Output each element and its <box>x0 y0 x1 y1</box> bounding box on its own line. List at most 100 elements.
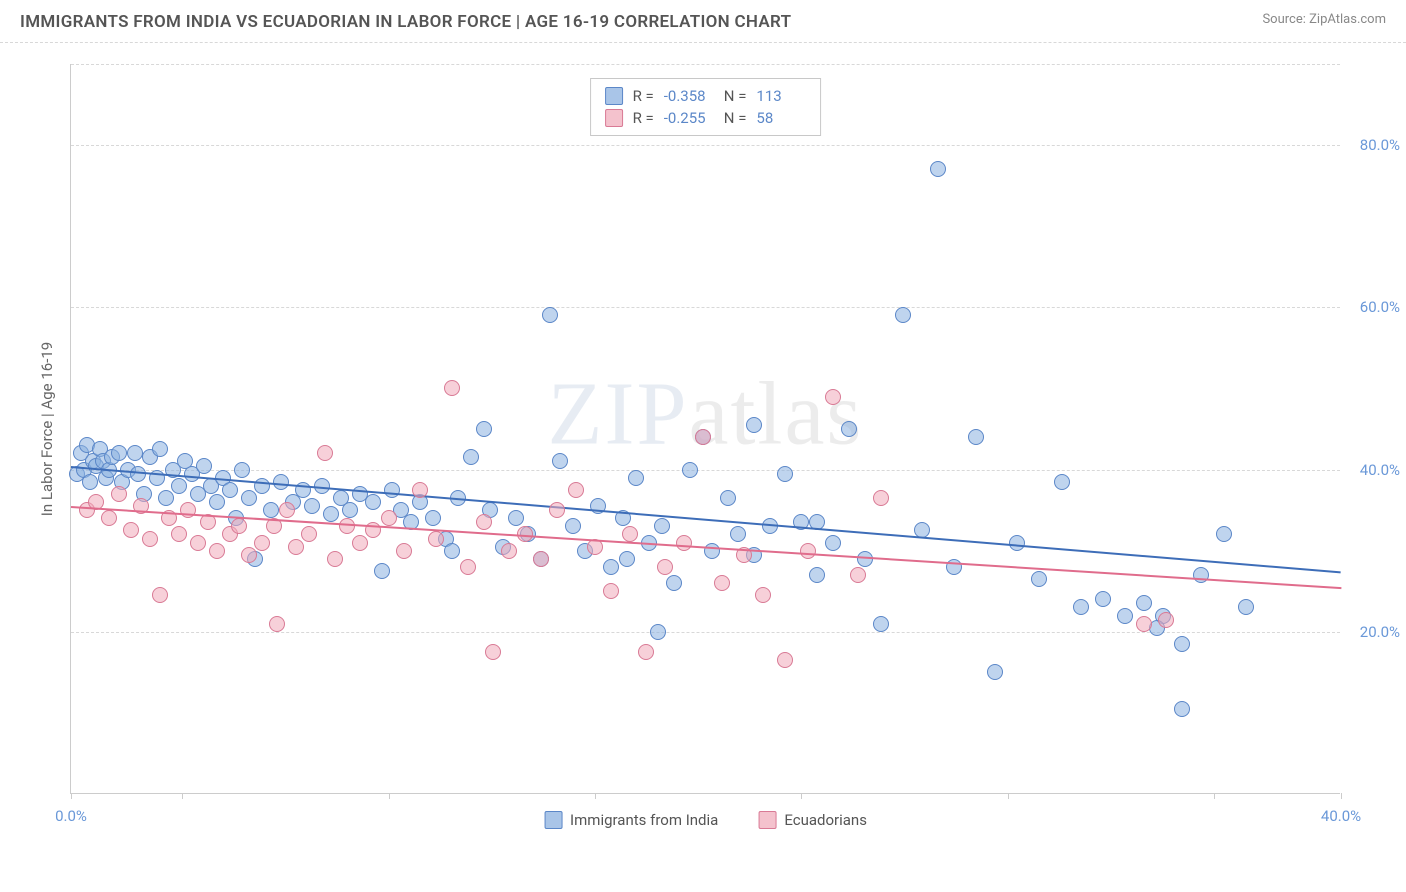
data-point <box>152 587 168 603</box>
legend-swatch-0 <box>544 811 562 829</box>
data-point <box>384 482 400 498</box>
data-point <box>533 551 549 567</box>
data-point <box>317 445 333 461</box>
data-point <box>288 539 304 555</box>
data-point <box>222 482 238 498</box>
data-point <box>269 616 285 632</box>
swatch-series-1 <box>605 109 623 127</box>
data-point <box>777 652 793 668</box>
y-axis-label: In Labor Force | Age 16-19 <box>38 341 56 515</box>
r-value-0: -0.358 <box>664 87 714 105</box>
data-point <box>603 583 619 599</box>
watermark-zip: ZIP <box>548 364 689 463</box>
data-point <box>485 644 501 660</box>
data-point <box>968 429 984 445</box>
data-point <box>273 474 289 490</box>
data-point <box>1095 591 1111 607</box>
data-point <box>158 490 174 506</box>
n-label: N = <box>724 109 747 127</box>
data-point <box>552 453 568 469</box>
data-point <box>1031 571 1047 587</box>
data-point <box>1136 616 1152 632</box>
data-point <box>755 587 771 603</box>
data-point <box>381 510 397 526</box>
data-point <box>279 502 295 518</box>
chart-header: IMMIGRANTS FROM INDIA VS ECUADORIAN IN L… <box>0 0 1406 43</box>
data-point <box>1009 535 1025 551</box>
data-point <box>549 502 565 518</box>
data-point <box>841 421 857 437</box>
data-point <box>301 526 317 542</box>
data-point <box>444 543 460 559</box>
x-tick-label: 0.0% <box>55 807 87 825</box>
data-point <box>327 551 343 567</box>
x-tick <box>389 793 390 799</box>
data-point <box>323 506 339 522</box>
scatter-plot: In Labor Force | Age 16-19 ZIPatlas R = … <box>70 64 1340 794</box>
data-point <box>304 498 320 514</box>
data-point <box>619 551 635 567</box>
data-point <box>895 307 911 323</box>
data-point <box>720 490 736 506</box>
data-point <box>657 559 673 575</box>
r-value-1: -0.255 <box>664 109 714 127</box>
data-point <box>171 526 187 542</box>
data-point <box>254 535 270 551</box>
y-tick-label: 20.0% <box>1360 623 1400 641</box>
chart-area: In Labor Force | Age 16-19 ZIPatlas R = … <box>50 50 1380 830</box>
y-tick-label: 60.0% <box>1360 298 1400 316</box>
legend-label-0: Immigrants from India <box>570 811 718 829</box>
data-point <box>263 502 279 518</box>
data-point <box>127 445 143 461</box>
data-point <box>873 616 889 632</box>
data-point <box>1073 599 1089 615</box>
data-point <box>873 490 889 506</box>
x-tick <box>1214 793 1215 799</box>
y-tick-label: 40.0% <box>1360 461 1400 479</box>
legend-swatch-1 <box>758 811 776 829</box>
data-point <box>654 518 670 534</box>
data-point <box>730 526 746 542</box>
data-point <box>1158 612 1174 628</box>
x-tick <box>71 793 72 799</box>
legend-item-1: Ecuadorians <box>758 811 867 829</box>
grid-line <box>71 470 1340 471</box>
r-label: R = <box>633 87 654 105</box>
data-point <box>111 486 127 502</box>
x-tick-label: 40.0% <box>1321 807 1361 825</box>
data-point <box>231 518 247 534</box>
data-point <box>987 664 1003 680</box>
source-link[interactable]: ZipAtlas.com <box>1309 12 1386 27</box>
data-point <box>463 449 479 465</box>
x-tick <box>1008 793 1009 799</box>
correlation-stats-box: R = -0.358 N = 113 R = -0.255 N = 58 <box>590 78 822 136</box>
data-point <box>628 470 644 486</box>
data-point <box>1174 701 1190 717</box>
x-tick <box>1341 793 1342 799</box>
data-point <box>508 510 524 526</box>
data-point <box>209 543 225 559</box>
data-point <box>412 482 428 498</box>
source-credit: Source: ZipAtlas.com <box>1262 12 1386 27</box>
watermark: ZIPatlas <box>548 362 864 465</box>
data-point <box>1117 608 1133 624</box>
data-point <box>171 478 187 494</box>
data-point <box>396 543 412 559</box>
data-point <box>101 510 117 526</box>
data-point <box>339 518 355 534</box>
data-point <box>123 522 139 538</box>
stats-row-series-1: R = -0.255 N = 58 <box>605 107 807 129</box>
data-point <box>111 445 127 461</box>
data-point <box>666 575 682 591</box>
data-point <box>1054 474 1070 490</box>
x-tick <box>182 793 183 799</box>
y-tick-label: 80.0% <box>1360 136 1400 154</box>
data-point <box>622 526 638 542</box>
data-point <box>254 478 270 494</box>
data-point <box>234 462 250 478</box>
x-tick <box>801 793 802 799</box>
data-point <box>476 514 492 530</box>
x-tick <box>595 793 596 799</box>
grid-line <box>71 64 1340 65</box>
data-point <box>1216 526 1232 542</box>
